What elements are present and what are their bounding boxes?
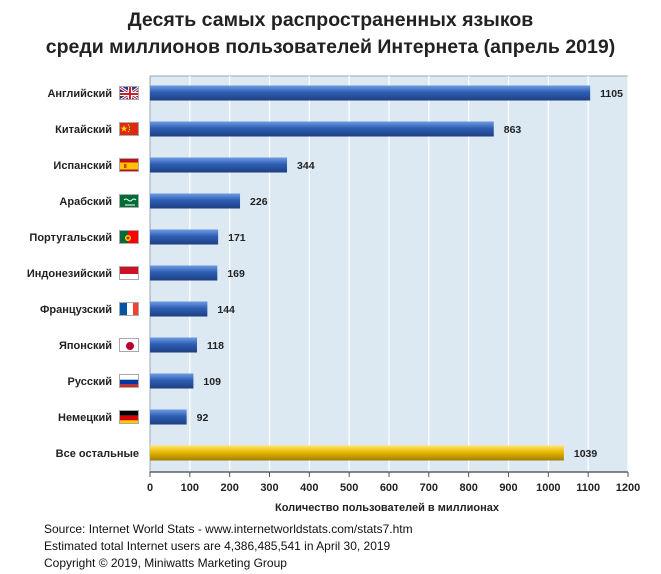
x-tick-label: 400 <box>300 482 318 494</box>
x-tick-label: 900 <box>499 482 517 494</box>
category-label: Китайский <box>55 124 112 136</box>
bar <box>150 373 194 389</box>
bar-value-label: 118 <box>207 340 224 352</box>
bar <box>150 265 218 281</box>
bar <box>150 121 494 137</box>
bar-value-label: 863 <box>504 124 522 136</box>
x-tick-label: 300 <box>260 482 278 494</box>
x-tick-label: 700 <box>420 482 438 494</box>
category-label: Немецкий <box>58 412 112 424</box>
x-axis-label: Количество пользователей в миллионах <box>275 502 500 514</box>
bar-value-label: 1039 <box>574 448 598 460</box>
category-label: Японский <box>59 340 112 352</box>
bar-value-label: 92 <box>197 412 209 424</box>
source-line-3: Copyright © 2019, Miniwatts Marketing Gr… <box>44 556 287 570</box>
category-label: Арабский <box>59 196 112 208</box>
category-label: Португальский <box>29 232 112 244</box>
x-tick-label: 500 <box>340 482 358 494</box>
flag-portugal-icon <box>119 230 139 244</box>
x-tick-label: 1200 <box>616 482 640 494</box>
flag-spain-icon <box>119 158 139 172</box>
category-label: Французский <box>40 304 112 316</box>
flag-china-icon <box>119 122 139 136</box>
bar <box>150 157 288 173</box>
chart-title-line-2: среди миллионов пользователей Интернета … <box>45 36 616 58</box>
x-tick-label: 800 <box>459 482 477 494</box>
category-label: Индонезийский <box>27 268 112 280</box>
x-tick-label: 200 <box>220 482 238 494</box>
x-tick-label: 0 <box>147 482 153 494</box>
flag-russia-icon <box>119 374 139 388</box>
bar <box>150 229 219 245</box>
x-tick-label: 100 <box>181 482 199 494</box>
bar-value-label: 226 <box>250 196 268 208</box>
x-tick-label: 1100 <box>576 482 600 494</box>
chart-title-line-1: Десять самых распространенных языков <box>127 9 534 31</box>
category-label: Русский <box>68 376 112 388</box>
flag-germany-icon <box>119 410 139 424</box>
source-line-2: Estimated total Internet users are 4,386… <box>44 539 391 553</box>
bar <box>150 409 187 425</box>
bar <box>150 85 591 101</box>
bar <box>150 301 208 317</box>
source-line-1: Source: Internet World Stats - www.inter… <box>44 522 413 536</box>
bar <box>150 193 241 209</box>
bar-value-label: 109 <box>203 376 221 388</box>
category-label: Английский <box>47 88 112 100</box>
bar-value-label: 144 <box>217 304 235 316</box>
bar <box>150 337 198 353</box>
flag-france-icon <box>119 302 139 316</box>
x-tick-label: 600 <box>380 482 398 494</box>
category-label: Испанский <box>53 160 112 172</box>
category-label: Все остальные <box>56 448 139 460</box>
flag-saudi-arabia-icon <box>119 194 139 208</box>
flag-japan-icon <box>119 338 139 352</box>
bar-value-label: 169 <box>227 268 245 280</box>
flag-uk-icon <box>119 86 139 100</box>
flag-indonesia-icon <box>119 266 139 280</box>
bar-value-label: 344 <box>297 160 315 172</box>
bar <box>150 445 564 461</box>
bar-value-label: 171 <box>228 232 246 244</box>
bar-value-label: 1105 <box>600 88 623 100</box>
x-tick-label: 1000 <box>536 482 560 494</box>
